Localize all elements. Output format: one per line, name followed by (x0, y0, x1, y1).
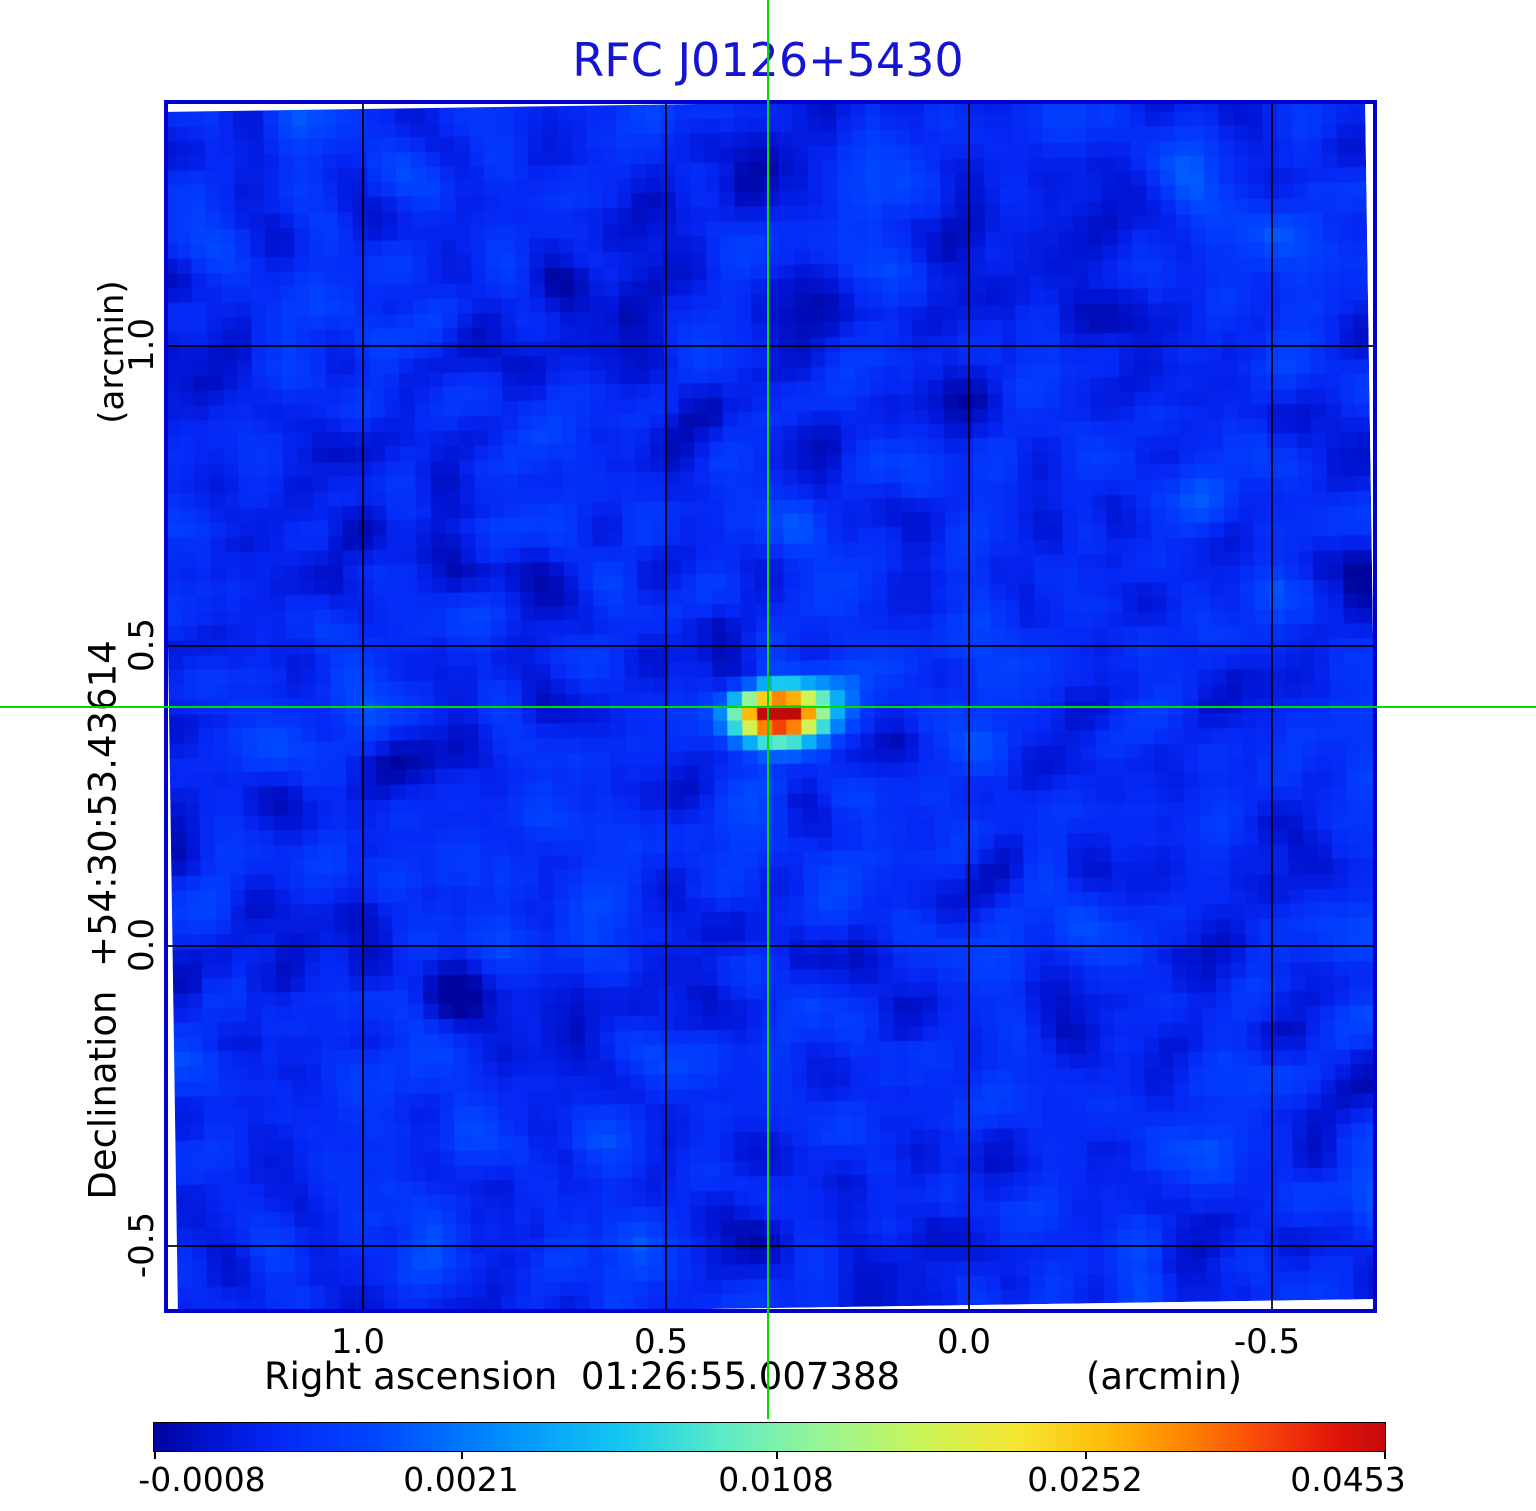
colorbar-tick-label: 0.0108 (718, 1460, 834, 1499)
x-axis-unit-label: (arcmin) (1085, 1355, 1243, 1398)
crosshair-vertical-line (767, 0, 769, 1419)
x-axis-title: Right ascension 01:26:55.007388 (263, 1355, 901, 1398)
y-axis-tick-label: 1.0 (122, 317, 162, 373)
x-axis-tick-label: 1.0 (330, 1322, 386, 1362)
colorbar-tick (1085, 1452, 1087, 1459)
y-axis-title: Declination +54:30:53.43614 (81, 640, 125, 1200)
colorbar-tick (776, 1452, 778, 1459)
colorbar-tick (1384, 1452, 1386, 1459)
crosshair-horizontal-line (0, 706, 1536, 708)
colorbar-tick-label: -0.0008 (138, 1460, 266, 1499)
y-axis-tick-label: -0.5 (122, 1211, 162, 1279)
x-axis-tick-label: 0.0 (936, 1322, 992, 1362)
y-axis-tick-label: 0.5 (122, 617, 162, 673)
x-axis-tick-label: 0.5 (633, 1322, 689, 1362)
x-axis-tick-label: -0.5 (1233, 1322, 1301, 1362)
colorbar-tick (461, 1452, 463, 1459)
gridline-horizontal (168, 645, 1373, 647)
colorbar-tick-label: 0.0252 (1027, 1460, 1143, 1499)
colorbar-tick-label: 0.0021 (403, 1460, 519, 1499)
colorbar-tick (154, 1452, 156, 1459)
colorbar-tick-label: 0.0453 (1290, 1460, 1406, 1499)
gridline-horizontal (168, 945, 1373, 947)
colorbar-gradient (153, 1422, 1386, 1452)
gridline-horizontal (168, 345, 1373, 347)
gridline-horizontal (168, 1245, 1373, 1247)
plot-title: RFC J0126+5430 (572, 33, 964, 87)
y-axis-tick-label: 0.0 (122, 917, 162, 973)
